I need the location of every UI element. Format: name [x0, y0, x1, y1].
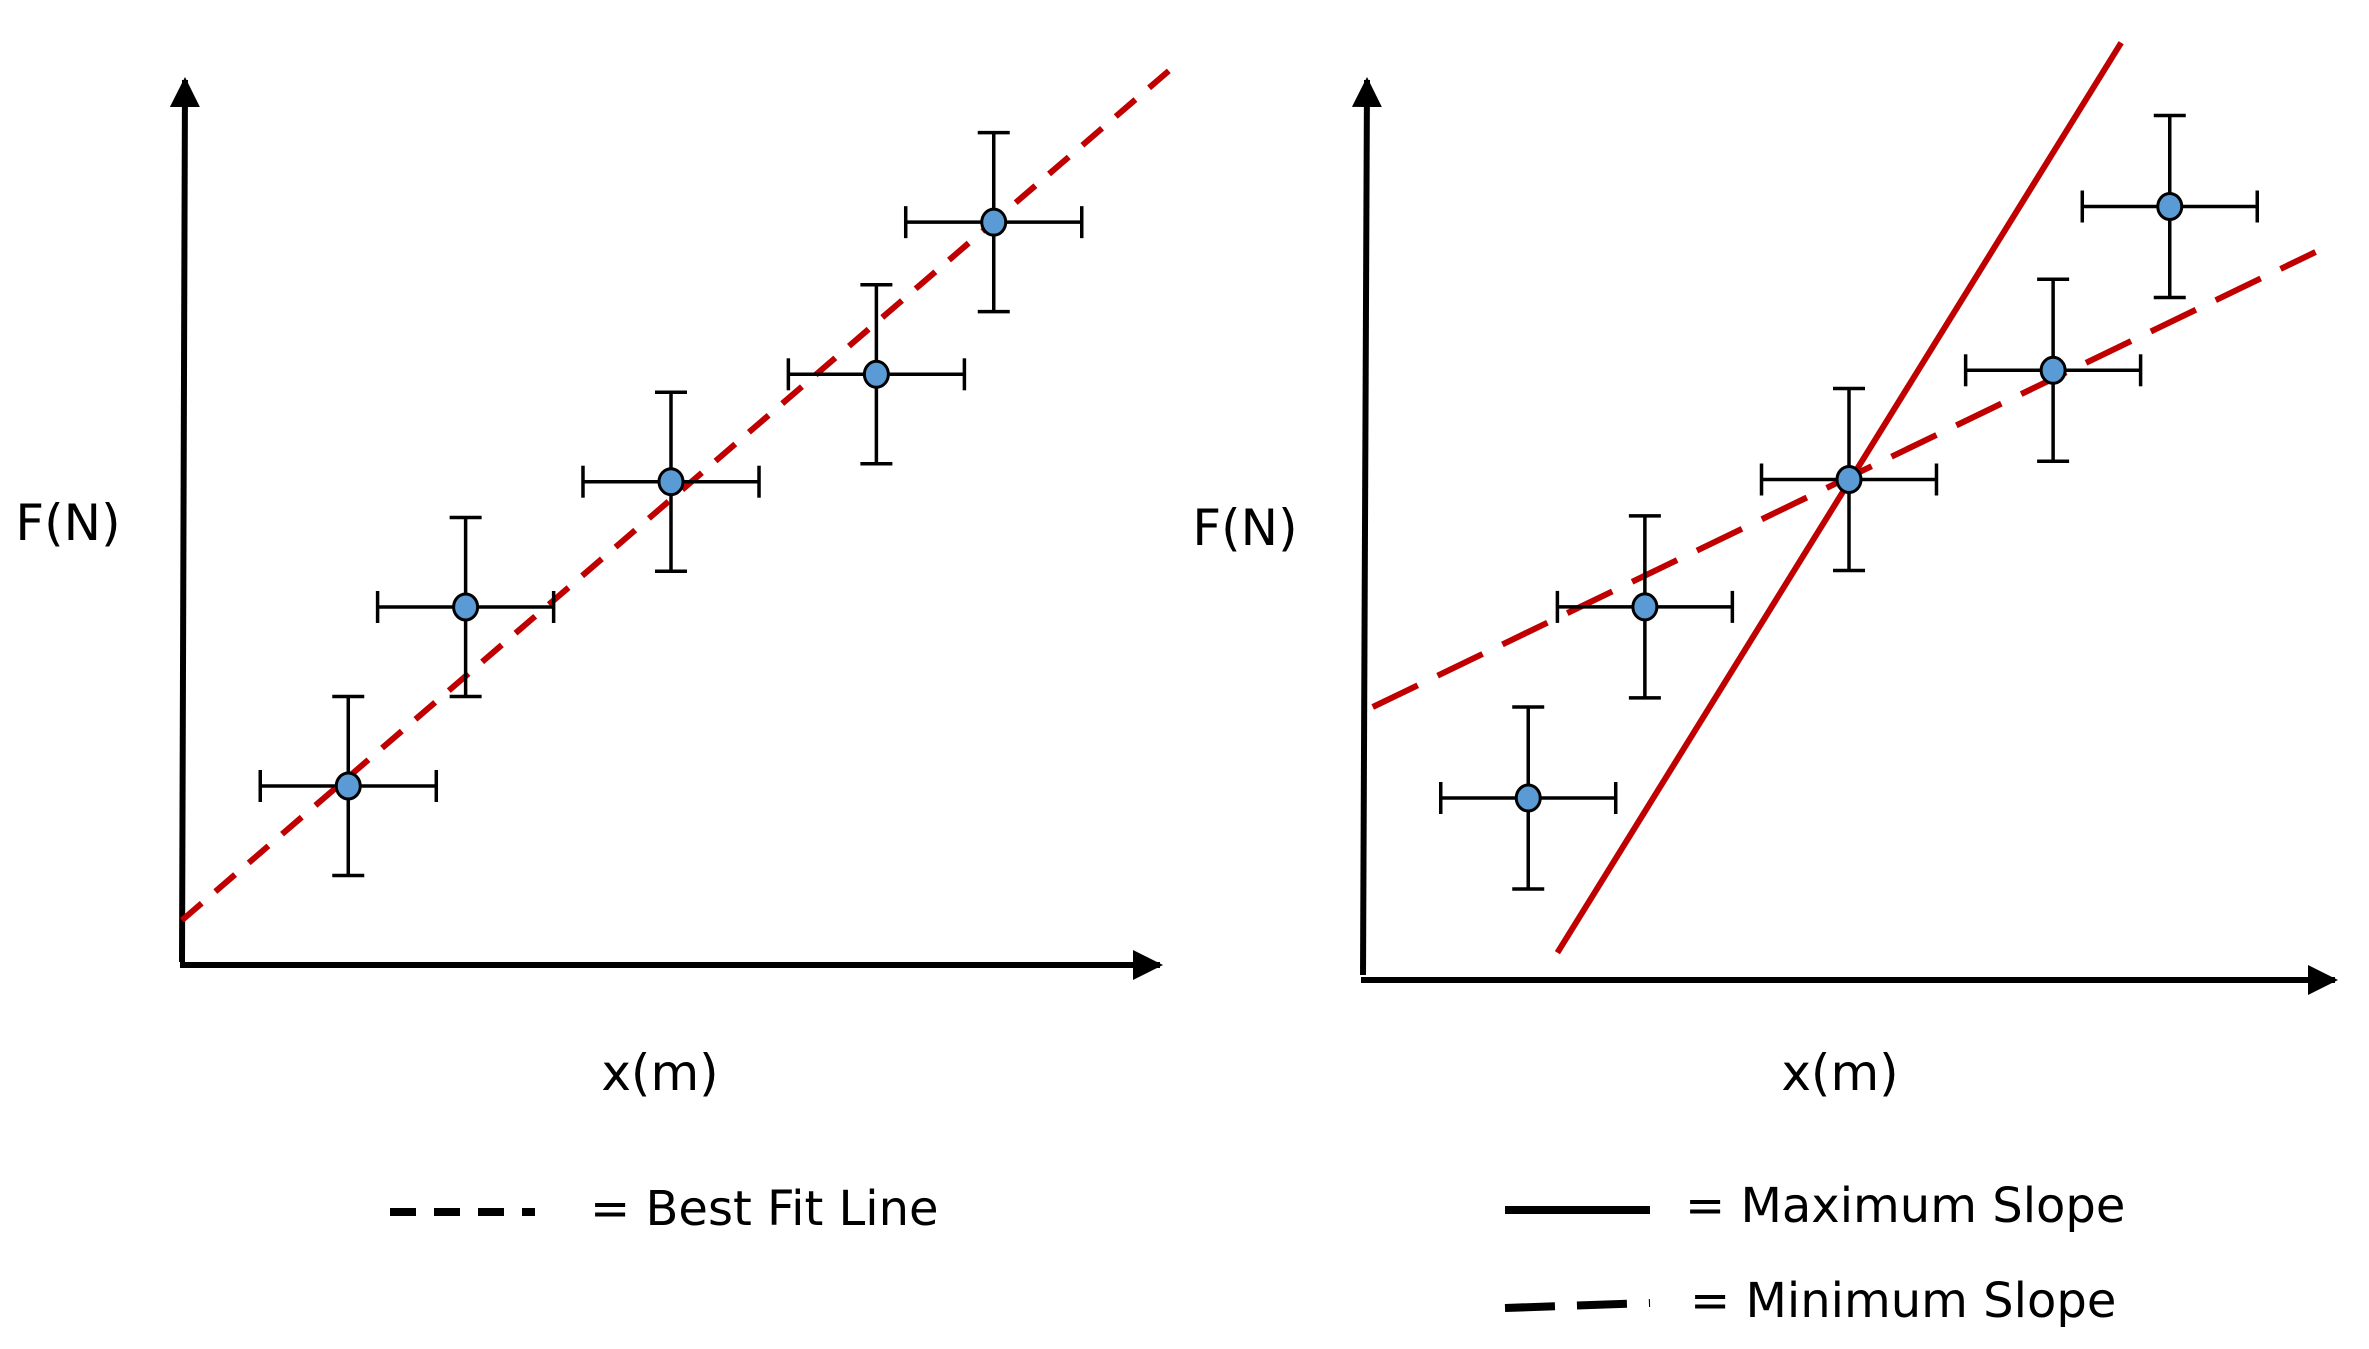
y-axis	[169, 77, 200, 963]
data-point	[1963, 277, 2143, 464]
y-axis	[1351, 77, 1382, 976]
legend-min-slope-swatch	[1504, 1299, 1651, 1312]
point-marker	[980, 207, 1008, 237]
point-marker	[2156, 192, 2184, 221]
point-marker	[862, 359, 890, 389]
data-point	[258, 694, 439, 878]
data-point	[1759, 386, 1939, 573]
x-axis-label: x(m)	[1781, 1044, 1898, 1102]
point-marker	[1835, 465, 1863, 494]
left-panel: F(N) x(m) = Best Fit Line	[15, 67, 1172, 1237]
data-point	[375, 515, 556, 699]
maximum-slope-line	[1554, 41, 2124, 955]
point-marker	[2039, 355, 2067, 385]
data-points	[258, 130, 1084, 878]
data-point	[581, 390, 761, 573]
y-axis-label: F(N)	[15, 494, 120, 552]
point-marker	[334, 771, 362, 801]
slope-lines	[1371, 41, 2317, 955]
data-points	[1439, 113, 2259, 891]
point-marker	[657, 467, 685, 497]
point-marker	[1631, 592, 1659, 622]
legend-max-slope-label: = Maximum Slope	[1685, 1178, 2125, 1234]
y-axis-label: F(N)	[1192, 499, 1297, 557]
data-point	[786, 283, 967, 466]
data-point	[903, 130, 1084, 314]
data-point	[1555, 514, 1735, 700]
point-marker	[452, 592, 480, 622]
legend-min-slope-label: = Minimum Slope	[1690, 1273, 2116, 1329]
legend-best-fit-label: = Best Fit Line	[590, 1181, 939, 1237]
data-point	[1439, 705, 1618, 891]
x-axis-label: x(m)	[601, 1044, 718, 1102]
right-panel: F(N) x(m) = Maximum Slope = Minimum Slop…	[1192, 41, 2338, 1329]
point-marker	[1514, 783, 1542, 813]
data-point	[2080, 113, 2259, 300]
